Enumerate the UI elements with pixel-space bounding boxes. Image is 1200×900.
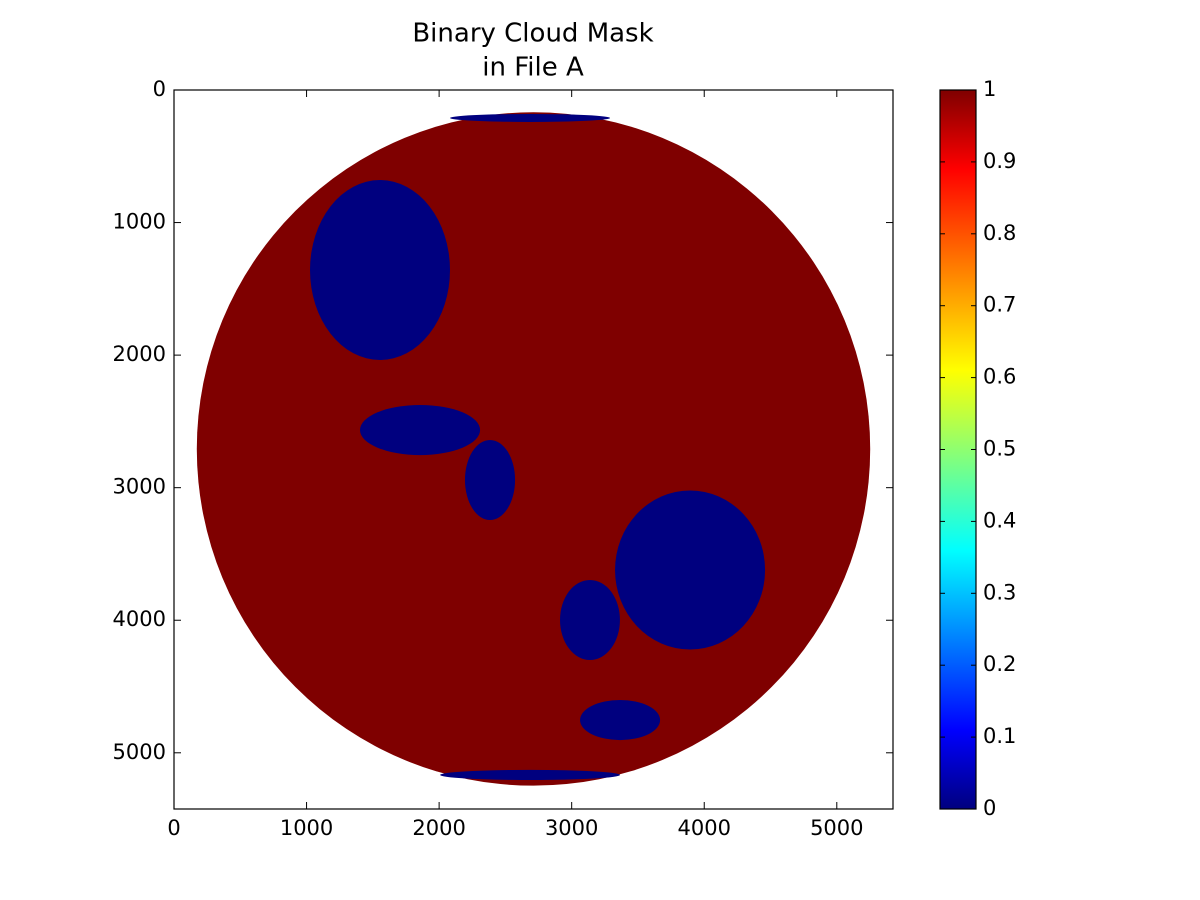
y-tick-label: 2000 bbox=[113, 342, 166, 366]
x-tick-label: 2000 bbox=[412, 816, 465, 840]
image-region bbox=[615, 490, 766, 650]
image-region bbox=[359, 404, 481, 456]
x-tick-label: 5000 bbox=[810, 816, 863, 840]
x-tick-label: 4000 bbox=[678, 816, 731, 840]
x-tick-label: 1000 bbox=[280, 816, 333, 840]
colorbar-tick-label: 0.5 bbox=[983, 437, 1016, 461]
image-region bbox=[440, 769, 621, 780]
axes-frame bbox=[173, 89, 894, 810]
colorbar-tick-label: 0.1 bbox=[983, 724, 1016, 748]
image-region bbox=[560, 579, 620, 661]
y-tick-label: 5000 bbox=[113, 740, 166, 764]
image-region bbox=[310, 180, 450, 361]
chart-title: in File A bbox=[482, 53, 584, 83]
y-tick-label: 4000 bbox=[113, 607, 166, 631]
image-region bbox=[464, 439, 516, 521]
colorbar-tick-label: 0.3 bbox=[983, 580, 1016, 604]
image-region bbox=[196, 112, 871, 786]
colorbar-tick-label: 0.6 bbox=[983, 365, 1016, 389]
image-region bbox=[580, 700, 661, 741]
colorbar-tick-label: 0.9 bbox=[983, 149, 1016, 173]
x-tick-label: 0 bbox=[167, 816, 180, 840]
colorbar-tick-label: 0.2 bbox=[983, 652, 1016, 676]
x-tick-label: 3000 bbox=[545, 816, 598, 840]
colorbar-tick-label: 1 bbox=[983, 77, 996, 101]
colorbar bbox=[939, 89, 977, 810]
image-region bbox=[449, 113, 611, 122]
colorbar-tick-label: 0 bbox=[983, 796, 996, 820]
colorbar-tick-label: 0.4 bbox=[983, 508, 1016, 532]
y-tick-label: 0 bbox=[153, 77, 166, 101]
chart-title: Binary Cloud Mask bbox=[412, 19, 653, 49]
colorbar-tick-label: 0.8 bbox=[983, 221, 1016, 245]
y-tick-label: 1000 bbox=[113, 210, 166, 234]
colorbar-tick-label: 0.7 bbox=[983, 293, 1016, 317]
y-tick-label: 3000 bbox=[113, 475, 166, 499]
image bbox=[196, 112, 871, 786]
